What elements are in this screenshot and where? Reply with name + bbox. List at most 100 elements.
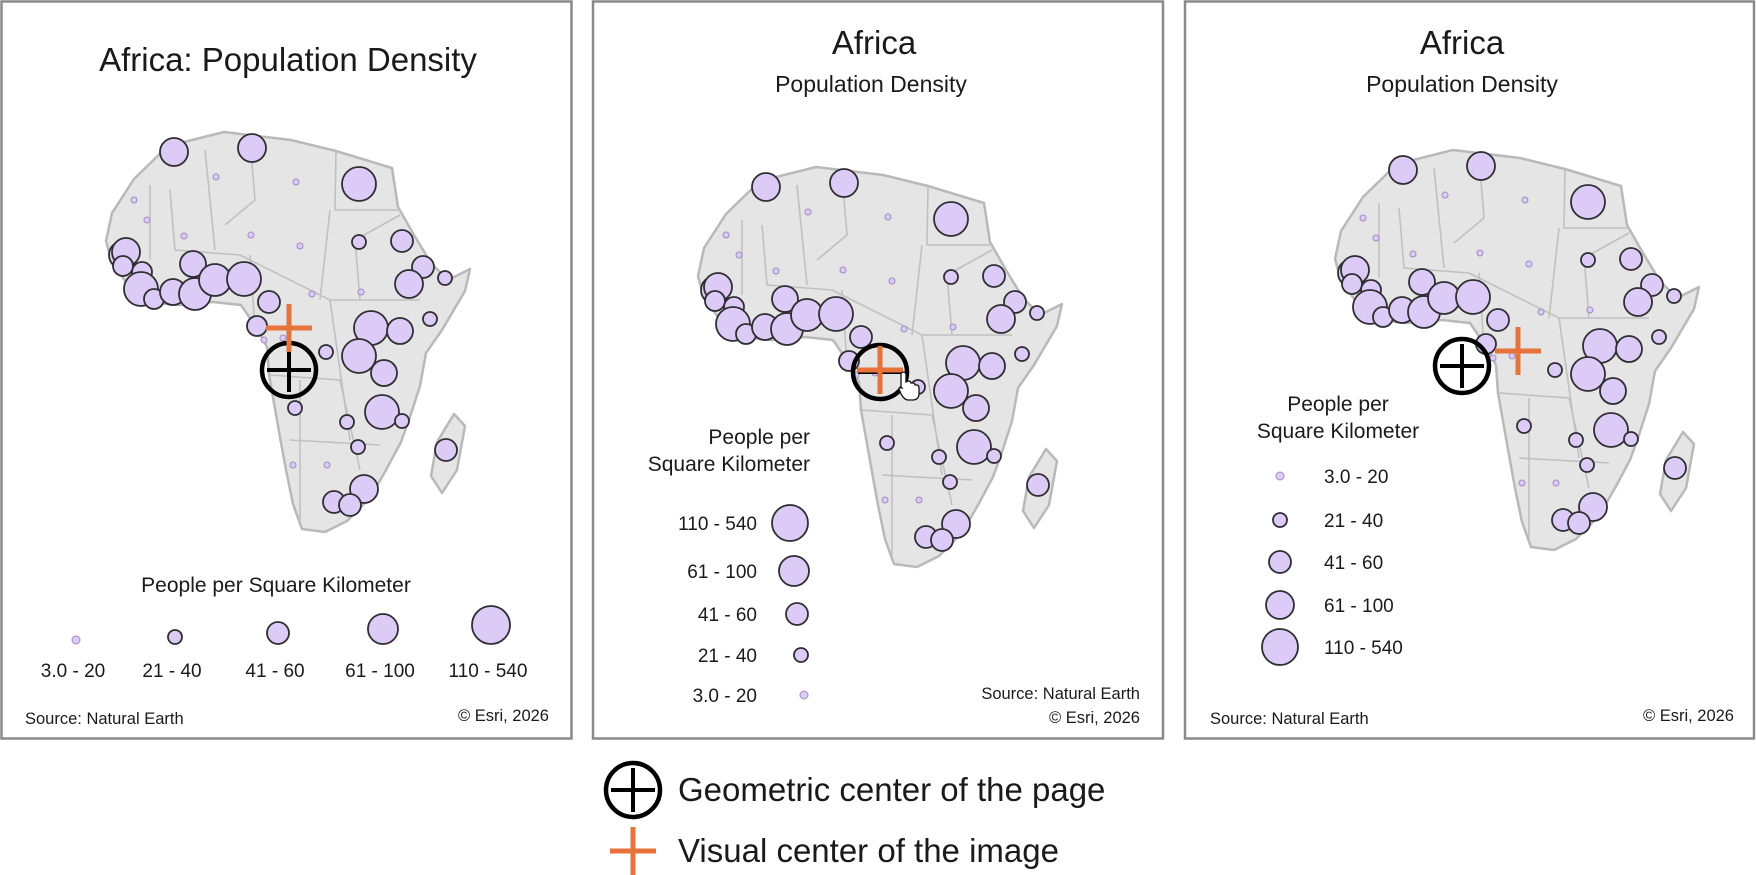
legend-symbol	[367, 613, 399, 645]
legend-title: People per Square Kilometer	[141, 574, 411, 597]
density-bubble	[1619, 247, 1643, 271]
legend-label: 21 - 40	[142, 661, 201, 682]
legend-label: 110 - 540	[678, 514, 757, 535]
copyright-text: © Esri, 2026	[1049, 709, 1140, 727]
map-title: Africa	[832, 24, 917, 61]
density-bubble	[143, 216, 151, 224]
density-bubble	[943, 269, 959, 285]
density-bubble	[357, 288, 365, 296]
density-bubble	[956, 429, 992, 465]
density-bubble	[1341, 273, 1363, 295]
density-bubble	[1455, 279, 1491, 315]
density-bubble	[1409, 250, 1417, 258]
legend-symbol	[167, 629, 183, 645]
density-bubble	[1570, 356, 1606, 392]
country-border	[204, 149, 216, 251]
density-bubble	[247, 231, 255, 239]
density-bubble	[1486, 308, 1510, 332]
density-bubble	[341, 338, 377, 374]
country-border	[319, 209, 331, 301]
density-bubble	[1623, 287, 1653, 317]
panel-2: Africa Population Density People per Squ…	[591, 0, 1165, 740]
country-border	[926, 185, 992, 246]
density-bubble	[1666, 288, 1682, 304]
density-bubble	[1547, 362, 1563, 378]
geometric-center-marker	[1432, 336, 1492, 396]
density-bubble	[1580, 252, 1596, 268]
density-bubble	[112, 255, 134, 277]
density-bubble	[1623, 431, 1639, 447]
legend-symbol	[71, 635, 81, 645]
map-subtitle: Population Density	[1366, 71, 1558, 97]
density-bubble	[1579, 457, 1595, 473]
density-bubble	[257, 290, 281, 314]
legend-symbol	[799, 690, 809, 700]
legend-label: 3.0 - 20	[1324, 467, 1388, 488]
density-bubble	[308, 290, 316, 298]
density-bubble	[818, 296, 854, 332]
density-bubble	[804, 208, 812, 216]
country-border	[861, 409, 933, 416]
panel-3: Africa Population Density People per Squ…	[1183, 0, 1756, 740]
density-bubble	[1359, 214, 1367, 222]
density-bubble	[323, 461, 331, 469]
marker-key: Geometric center of the page Visual cent…	[603, 760, 1105, 875]
density-bubble	[1014, 346, 1030, 362]
density-bubble	[933, 373, 969, 409]
density-bubble	[1651, 329, 1667, 345]
density-bubble	[1388, 155, 1418, 185]
density-bubble	[279, 334, 287, 342]
density-bubble	[339, 414, 355, 430]
density-bubble	[287, 400, 303, 416]
panel-frame	[1183, 0, 1756, 740]
density-bubble	[1615, 335, 1643, 363]
legend-symbol	[1275, 471, 1285, 481]
legend-title-line-2: Square Kilometer	[1257, 420, 1419, 443]
country-border	[1548, 227, 1560, 319]
density-bubble	[1599, 377, 1627, 405]
density-bubble	[771, 285, 799, 313]
density-bubble	[1567, 511, 1591, 535]
map-title: Africa: Population Density	[99, 41, 477, 78]
density-bubble	[704, 290, 726, 312]
legend-symbol	[1261, 628, 1299, 666]
density-bubble	[982, 264, 1006, 288]
density-bubble	[1518, 479, 1526, 487]
legend: 110 - 540 61 - 100 41 - 60 21 - 40 3.0 - 20	[678, 504, 810, 707]
density-bubble	[949, 323, 957, 331]
density-bubble	[930, 528, 954, 552]
legend-symbol	[771, 504, 809, 542]
density-bubble	[879, 435, 895, 451]
density-bubble	[986, 448, 1002, 464]
visual-center-key-icon	[610, 827, 656, 875]
legend-title-line-1: People per	[1287, 393, 1389, 416]
density-bubble	[1521, 196, 1529, 204]
country-border	[1398, 207, 1470, 274]
density-bubble	[212, 173, 220, 181]
country-border	[334, 150, 400, 211]
legend: 3.0 - 20 21 - 40 41 - 60 61 - 100 110 - 540	[1261, 467, 1403, 666]
density-bubble	[1441, 191, 1449, 199]
country-border	[761, 224, 833, 291]
legend-label: 3.0 - 20	[693, 686, 757, 707]
legend-label: 3.0 - 20	[41, 661, 105, 682]
legend-symbol	[1268, 550, 1292, 574]
density-bubble	[1552, 479, 1560, 487]
density-bubble	[933, 201, 969, 237]
density-bubble	[237, 133, 267, 163]
density-bubble	[437, 270, 453, 286]
country-border	[1433, 167, 1445, 269]
legend-title-line-1: People per	[708, 426, 810, 449]
density-bubble	[1525, 260, 1533, 268]
legend-label: 41 - 60	[245, 661, 304, 682]
density-bubble	[829, 168, 859, 198]
density-bubble	[386, 317, 414, 345]
legend-label: 41 - 60	[698, 605, 757, 626]
hand-cursor-icon	[898, 371, 920, 401]
density-bubble	[1586, 306, 1594, 314]
density-bubble	[978, 352, 1006, 380]
density-bubble	[394, 413, 410, 429]
legend-label: 61 - 100	[345, 661, 415, 682]
density-bubble	[1663, 456, 1687, 480]
